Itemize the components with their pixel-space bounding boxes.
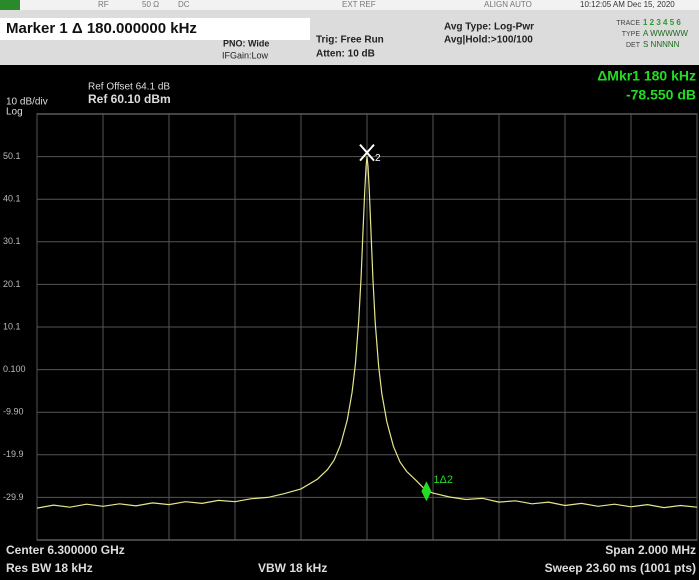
plot: 50.1 40.1 30.1 20.1 10.1 0.100 -9.90 -19.9 -29.9…	[3, 113, 698, 541]
scale: 10 dB/div	[6, 97, 48, 108]
sweep: Sweep 23.60 ms (1001 pts)	[545, 561, 696, 575]
det-value: S NNNNN	[643, 40, 680, 49]
ref-level: Ref 60.10 dBm	[88, 92, 171, 106]
atten: Atten: 10 dB	[316, 49, 375, 60]
center-freq: Center 6.300000 GHz	[6, 543, 125, 557]
rf: RF	[98, 0, 109, 9]
span: Span 2.000 MHz	[605, 543, 696, 557]
status-icon	[0, 0, 20, 10]
marker-x	[359, 143, 375, 162]
det-label: DET	[626, 42, 641, 49]
marker-box	[0, 18, 310, 40]
marker-label: 1Δ2	[433, 474, 453, 486]
align: ALIGN AUTO	[484, 0, 532, 9]
impedance: 50 Ω	[142, 0, 159, 9]
delta-marker: ΔMkr1 180 kHz	[597, 68, 696, 84]
delta-value: -78.550 dB	[626, 87, 696, 103]
res-bw: Res BW 18 kHz	[6, 561, 93, 575]
marker-diamond	[421, 481, 432, 502]
marker-readout: Marker 1 Δ 180.000000 kHz	[6, 20, 197, 37]
vbw: VBW 18 kHz	[258, 561, 327, 575]
y-tick-label: 40.1	[3, 194, 21, 204]
ref-offset: Ref Offset 64.1 dB	[88, 82, 170, 93]
marker-label: 2	[375, 153, 381, 164]
ext-ref: EXT REF	[342, 0, 376, 9]
pno: PNO: Wide	[223, 38, 269, 48]
trig: Trig: Free Run	[316, 35, 384, 46]
avg-hold: Avg|Hold:>100/100	[444, 35, 533, 46]
datetime: 10:12:05 AM Dec 15, 2020	[580, 0, 675, 9]
type-value: A WWWWW	[643, 29, 688, 38]
status-strip	[0, 0, 699, 10]
type-label: TYPE	[622, 31, 641, 38]
avg-type: Avg Type: Log-Pwr	[444, 22, 534, 33]
y-tick-label: -19.9	[3, 449, 24, 459]
y-tick-label: 50.1	[3, 151, 21, 161]
y-tick-label: 0.100	[3, 364, 26, 374]
trace-nums: 1 2 3 4 5 6	[643, 18, 681, 27]
y-tick-label: -29.9	[3, 492, 24, 502]
y-tick-label: 30.1	[3, 236, 21, 246]
y-tick-label: 10.1	[3, 321, 21, 331]
scale-type: Log	[6, 107, 23, 118]
trace-label: TRACE	[616, 20, 640, 27]
y-tick-label: 20.1	[3, 279, 21, 289]
trace	[36, 156, 698, 509]
ifgain: IFGain:Low	[222, 50, 269, 60]
y-tick-label: -9.90	[3, 407, 24, 417]
coupling: DC	[178, 0, 190, 9]
